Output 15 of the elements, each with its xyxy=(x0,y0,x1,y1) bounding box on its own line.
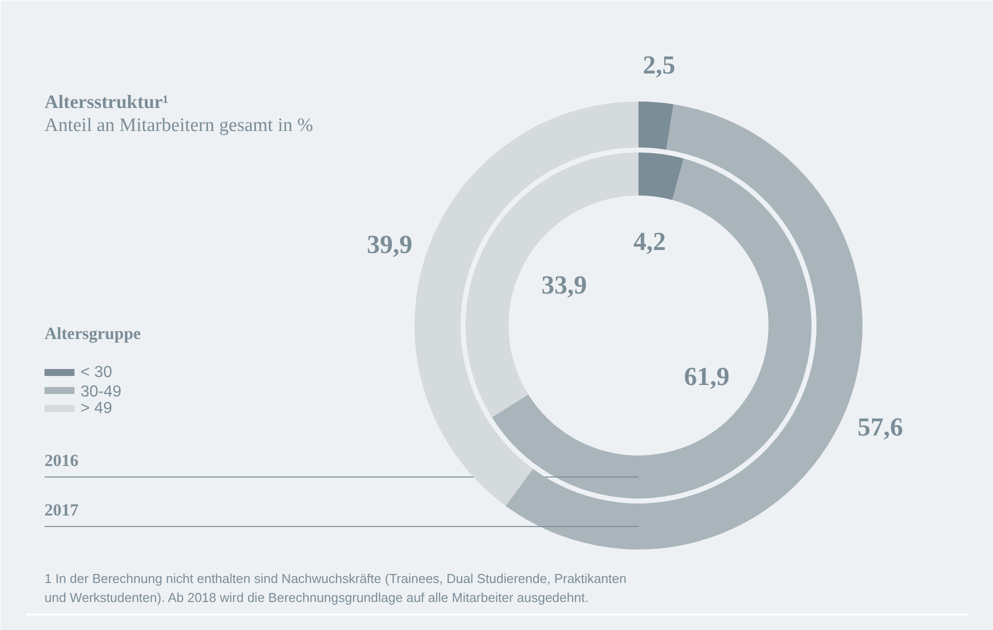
slice-label: 2016 xyxy=(44,451,78,470)
legend-label: > 49 xyxy=(80,400,112,417)
text: Anteil an Mitarbeitern gesamt in % xyxy=(44,115,314,136)
slice-label: 2017 xyxy=(44,500,79,520)
data-label: 4,2 xyxy=(633,227,666,256)
data-label: 33,9 xyxy=(541,270,587,300)
data-label: 39,9 xyxy=(366,230,412,259)
text: Altersstruktur¹ xyxy=(44,92,168,113)
legend-label: 30-49 xyxy=(80,384,122,400)
data-label: 61,9 xyxy=(684,362,730,392)
legend-title: Altersgruppe xyxy=(44,324,142,343)
data-label: 57,6 xyxy=(857,412,903,442)
text: 1 In der Berechnung nicht enthalten sind Nachwuchskräfte (Trainees, Dual Studierende, Praktikanten und Werkstudenten). Ab 2018 wird die Berechnungsgrundlage auf alle Mitarbeiter ausgedehnt. xyxy=(44,571,626,605)
legend-label: < 30 xyxy=(80,364,112,381)
data-label: 2,5 xyxy=(642,50,676,80)
